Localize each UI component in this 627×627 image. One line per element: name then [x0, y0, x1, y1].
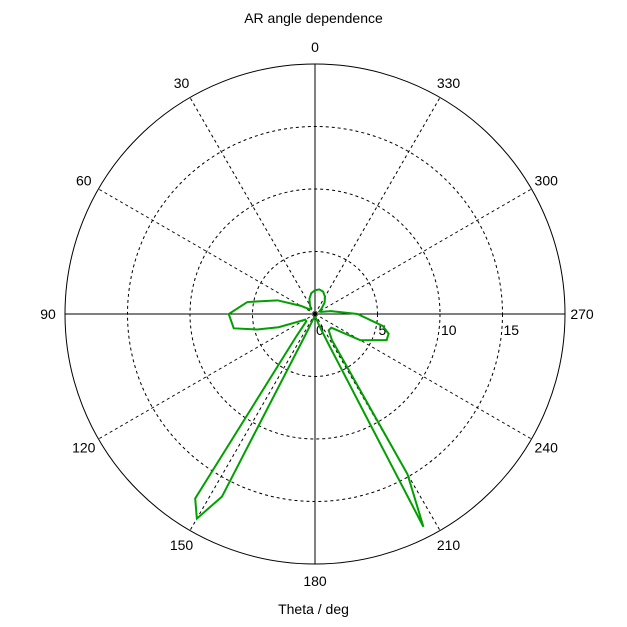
- cross-axes: [65, 64, 565, 564]
- chart-title: AR angle dependence: [244, 10, 383, 26]
- angle-tick-label: 240: [535, 440, 559, 456]
- radial-tick-label: 0: [316, 322, 324, 338]
- angle-tick-label: 180: [303, 573, 327, 589]
- radial-tick-label: 5: [379, 322, 387, 338]
- angle-tick-label: 300: [535, 173, 559, 189]
- angle-tick-label: 0: [311, 39, 319, 55]
- spoke-300: [314, 188, 532, 315]
- series-line-0: [194, 288, 425, 528]
- angle-tick-label: 30: [174, 75, 190, 91]
- angle-tick-label: 120: [72, 440, 96, 456]
- spoke-240: [314, 313, 532, 440]
- series-lines: [194, 288, 425, 528]
- angle-tick-label: 330: [437, 75, 461, 91]
- angle-tick-label: 210: [437, 537, 461, 553]
- angle-tick-label: 150: [170, 537, 194, 553]
- spoke-120: [98, 313, 316, 440]
- radial-tick-label: 15: [504, 322, 520, 338]
- x-axis-label: Theta / deg: [278, 601, 349, 617]
- radial-tick-labels: 0 5 10 15: [316, 322, 519, 338]
- spoke-150: [189, 313, 316, 531]
- angle-tick-label: 90: [40, 306, 56, 322]
- angle-tick-label: 60: [76, 173, 92, 189]
- angle-tick-label: 270: [570, 306, 594, 322]
- radial-tick-label: 10: [441, 322, 457, 338]
